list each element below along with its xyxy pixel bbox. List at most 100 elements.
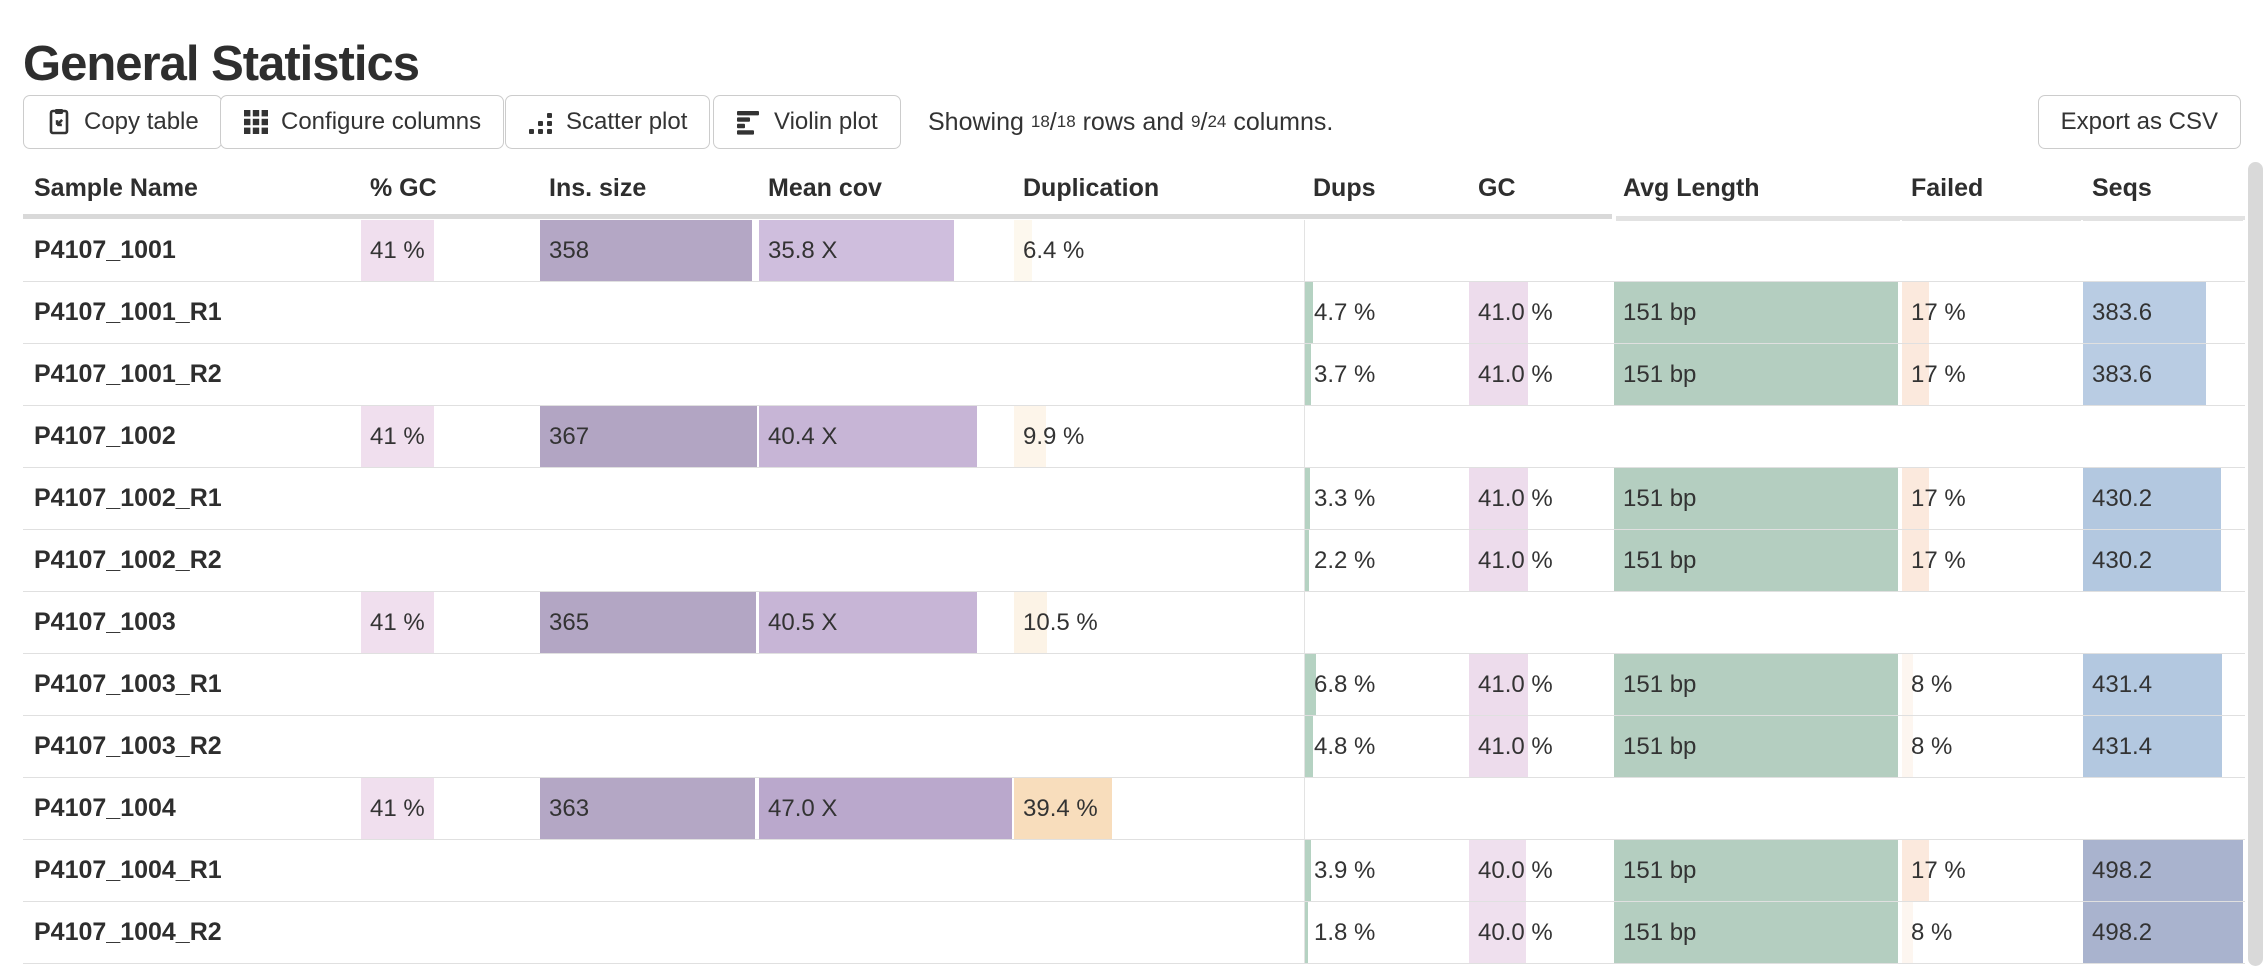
- cell-value: 358: [549, 237, 590, 264]
- cell-value: 6.8 %: [1314, 671, 1376, 698]
- cell-avg-length: 151 bp: [1614, 840, 1902, 901]
- cell-pct-gc: [361, 654, 540, 715]
- value-bar: [2083, 716, 2222, 777]
- table-row: P4107_1003_R1 6.8 % 41.0 % 151 bp 8 % 431.4: [23, 654, 2245, 716]
- scatter-plot-button[interactable]: Scatter plot: [505, 95, 711, 149]
- cell-failed: 8 %: [1902, 654, 2083, 715]
- cell-seqs: 498.2: [2083, 840, 2245, 901]
- cell-failed: 17 %: [1902, 468, 2083, 529]
- value-bar: [1014, 778, 1112, 839]
- column-header-sample[interactable]: Sample Name: [34, 174, 198, 202]
- cell-duplication: 9.9 %: [1014, 406, 1304, 467]
- cell-avg-length: 151 bp: [1614, 716, 1902, 777]
- copy-table-button[interactable]: Copy table: [23, 95, 222, 149]
- cell-duplication: [1014, 468, 1304, 529]
- cell-gc: [1469, 592, 1614, 653]
- cell-ins-size: 363: [540, 778, 759, 839]
- cell-value: 151 bp: [1623, 733, 1697, 760]
- cell-value: 431.4: [2092, 733, 2153, 760]
- cell-value: 498.2: [2092, 919, 2153, 946]
- cell-gc: 41.0 %: [1469, 468, 1614, 529]
- value-bar: [1469, 654, 1528, 715]
- column-header-pct-gc[interactable]: % GC: [370, 174, 437, 202]
- value-bar: [2083, 468, 2222, 529]
- sample-name: P4107_1002_R2: [23, 530, 361, 591]
- cell-duplication: [1014, 282, 1304, 343]
- column-header-gc[interactable]: GC: [1478, 174, 1516, 202]
- cell-value: 3.9 %: [1314, 857, 1376, 884]
- cell-failed: 17 %: [1902, 344, 2083, 405]
- value-bar: [1305, 344, 1311, 405]
- cell-dups: [1304, 406, 1469, 467]
- cell-ins-size: [540, 282, 759, 343]
- value-bar: [1305, 282, 1313, 343]
- sample-name: P4107_1001_R2: [23, 344, 361, 405]
- sample-name: P4107_1003_R1: [23, 654, 361, 715]
- export-csv-label: Export as CSV: [2060, 108, 2218, 135]
- column-header-dups[interactable]: Dups: [1313, 174, 1376, 202]
- value-bar: [2083, 344, 2207, 405]
- cell-value: 2.2 %: [1314, 547, 1376, 574]
- export-csv-button[interactable]: Export as CSV: [2037, 95, 2241, 149]
- column-header-seqs[interactable]: Seqs: [2092, 174, 2152, 202]
- cell-seqs: 431.4: [2083, 654, 2245, 715]
- column-header-avg-length[interactable]: Avg Length: [1623, 174, 1760, 202]
- value-bar: [1614, 654, 1898, 715]
- cell-value: 151 bp: [1623, 485, 1697, 512]
- cell-value: 40.0 %: [1478, 857, 1553, 884]
- cell-pct-gc: 41 %: [361, 220, 540, 281]
- cell-value: 47.0 X: [768, 795, 838, 822]
- table-row: P4107_1004_R1 3.9 % 40.0 % 151 bp 17 % 498.2: [23, 840, 2245, 902]
- cell-ins-size: [540, 530, 759, 591]
- cell-duplication: [1014, 902, 1304, 963]
- cell-value: 41 %: [370, 237, 425, 264]
- value-bar: [1014, 406, 1046, 467]
- value-bar: [1902, 530, 1929, 591]
- column-header-duplication[interactable]: Duplication: [1023, 174, 1160, 202]
- value-bar: [1614, 530, 1898, 591]
- cell-duplication: [1014, 716, 1304, 777]
- cell-gc: [1469, 406, 1614, 467]
- value-bar: [1614, 344, 1898, 405]
- value-bar: [540, 406, 757, 467]
- cell-value: 35.8 X: [768, 237, 838, 264]
- cell-mean-cov: [759, 840, 1014, 901]
- value-bar: [1469, 902, 1527, 963]
- value-bar: [2083, 530, 2222, 591]
- toolbar: Copy table Configure columns: [23, 95, 2249, 151]
- cell-failed: [1902, 406, 2083, 467]
- value-bar: [1614, 468, 1898, 529]
- vertical-scrollbar[interactable]: [2248, 162, 2263, 966]
- cell-seqs: 383.6: [2083, 344, 2245, 405]
- cell-mean-cov: [759, 468, 1014, 529]
- violin-plot-button[interactable]: Violin plot: [713, 95, 901, 149]
- cell-seqs: [2083, 220, 2245, 281]
- cell-failed: 17 %: [1902, 840, 2083, 901]
- cell-duplication: 10.5 %: [1014, 592, 1304, 653]
- cell-mean-cov: 40.4 X: [759, 406, 1014, 467]
- cell-ins-size: [540, 654, 759, 715]
- cell-value: 3.7 %: [1314, 361, 1376, 388]
- cell-dups: 6.8 %: [1304, 654, 1469, 715]
- column-header-mean-cov[interactable]: Mean cov: [768, 174, 882, 202]
- cell-failed: 17 %: [1902, 282, 2083, 343]
- cell-value: 4.7 %: [1314, 299, 1376, 326]
- column-header-failed[interactable]: Failed: [1911, 174, 1984, 202]
- cell-value: 40.5 X: [768, 609, 838, 636]
- cell-avg-length: 151 bp: [1614, 468, 1902, 529]
- cell-duplication: [1014, 840, 1304, 901]
- table-row: P4107_1002 41 % 367 40.4 X 9.9 %: [23, 406, 2245, 468]
- table-header-row: Sample Name % GC Ins. size Mean cov Duplicat…: [23, 163, 2245, 215]
- value-bar: [759, 220, 954, 281]
- cell-pct-gc: 41 %: [361, 778, 540, 839]
- cell-value: 6.4 %: [1023, 237, 1085, 264]
- cell-value: 363: [549, 795, 590, 822]
- cell-value: 151 bp: [1623, 671, 1697, 698]
- sample-name: P4107_1004_R1: [23, 840, 361, 901]
- column-header-ins-size[interactable]: Ins. size: [549, 174, 647, 202]
- value-bar: [361, 592, 434, 653]
- configure-columns-button[interactable]: Configure columns: [220, 95, 505, 149]
- cell-gc: [1469, 220, 1614, 281]
- cell-failed: 8 %: [1902, 716, 2083, 777]
- cell-ins-size: [540, 902, 759, 963]
